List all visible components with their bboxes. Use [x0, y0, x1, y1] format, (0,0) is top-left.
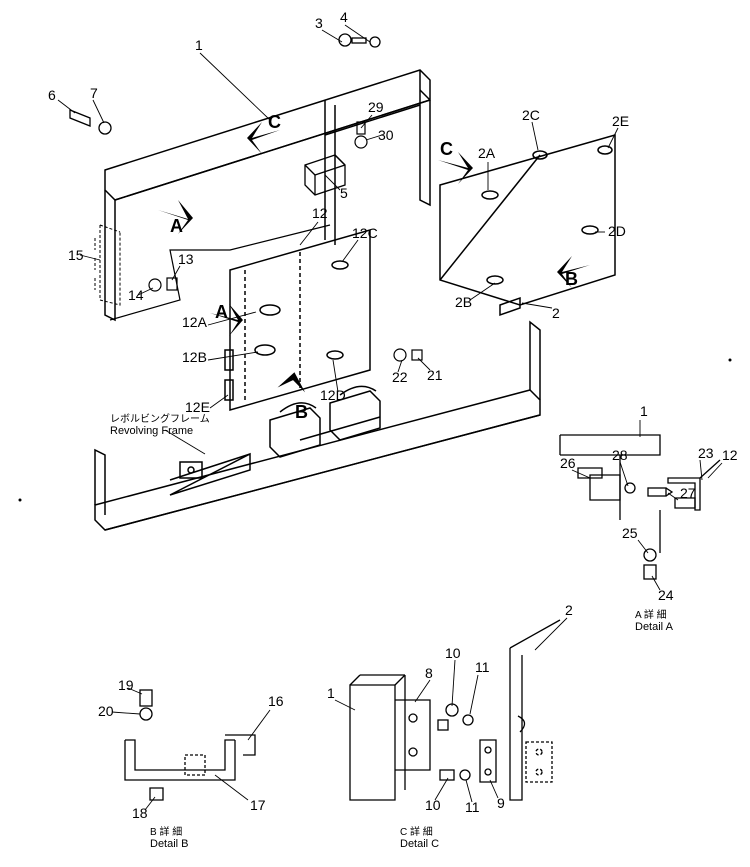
detailB-jp: B 詳 細	[150, 825, 182, 838]
detailC-en: Detail C	[400, 838, 439, 850]
label-2E: 2E	[612, 113, 629, 129]
label-9: 9	[497, 795, 505, 811]
label-5: 5	[340, 185, 348, 201]
label-17: 17	[250, 797, 266, 813]
label-27: 27	[680, 485, 696, 501]
label-19: 19	[118, 677, 134, 693]
label-2A: 2A	[478, 145, 496, 161]
label-11: 11	[475, 659, 490, 675]
bolt-3-4	[339, 34, 380, 47]
label-6: 6	[48, 87, 56, 103]
technical-diagram: 1 3 4 5 6 7 29 30 15 13 14 12 12C 12A 12…	[0, 0, 750, 867]
detC-1: 1	[327, 685, 335, 701]
detailB-en: Detail B	[150, 838, 189, 850]
label-10: 10	[445, 645, 461, 661]
label-12A: 12A	[182, 314, 208, 330]
detailA-jp: A 詳 細	[635, 608, 667, 621]
label-7: 7	[90, 85, 98, 101]
direction-arrows	[158, 122, 590, 402]
label-10b: 10	[425, 797, 441, 813]
bolt-13-14	[149, 278, 177, 291]
label-2D: 2D	[608, 223, 626, 239]
label-12C: 12C	[352, 225, 378, 241]
label-15: 15	[68, 247, 84, 263]
label-21: 21	[427, 367, 443, 383]
label-3: 3	[315, 15, 323, 31]
bolt-21-22	[394, 349, 422, 361]
label-24: 24	[658, 587, 674, 603]
label-13: 13	[178, 251, 194, 267]
marker-C2: C	[440, 139, 453, 159]
label-4: 4	[340, 9, 348, 25]
bolt-6-7	[70, 110, 111, 134]
marker-B2: B	[295, 402, 308, 422]
detailC-jp: C 詳 細	[400, 825, 433, 838]
label-2: 2	[552, 305, 560, 321]
labels: 1 3 4 5 6 7 29 30 15 13 14 12 12C 12A 12…	[48, 9, 738, 850]
label-18: 18	[132, 805, 148, 821]
label-8: 8	[425, 665, 433, 681]
label-12: 12	[312, 205, 328, 221]
revolving-jp: レボルビングフレーム	[110, 412, 210, 425]
label-26: 26	[560, 455, 576, 471]
label-11b: 11	[465, 799, 480, 815]
label-16: 16	[268, 693, 284, 709]
label-22: 22	[392, 369, 408, 385]
marker-A2: A	[215, 302, 228, 322]
detail-a	[560, 435, 720, 579]
label-20: 20	[98, 703, 114, 719]
label-14: 14	[128, 287, 144, 303]
revolving-en: Revolving Frame	[110, 425, 193, 437]
marker-A: A	[170, 216, 183, 236]
label-1: 1	[195, 37, 203, 53]
detail-b	[125, 690, 255, 800]
speck	[19, 499, 22, 502]
detailA-en: Detail A	[635, 621, 674, 633]
detC-2: 2	[565, 602, 573, 618]
marker-C: C	[268, 112, 281, 132]
label-12B: 12B	[182, 349, 207, 365]
label-30: 30	[378, 127, 394, 143]
left-hinge-plate	[95, 225, 120, 305]
speck	[729, 359, 732, 362]
label-25: 25	[622, 525, 638, 541]
marker-B: B	[565, 269, 578, 289]
detA-12: 12	[722, 447, 738, 463]
label-12E: 12E	[185, 399, 210, 415]
label-2C: 2C	[522, 107, 540, 123]
bolt-29-30	[355, 122, 367, 148]
label-28: 28	[612, 447, 628, 463]
label-2B: 2B	[455, 294, 472, 310]
label-12D: 12D	[320, 387, 346, 403]
label-23: 23	[698, 445, 714, 461]
detA-1: 1	[640, 403, 648, 419]
label-29: 29	[368, 99, 384, 115]
